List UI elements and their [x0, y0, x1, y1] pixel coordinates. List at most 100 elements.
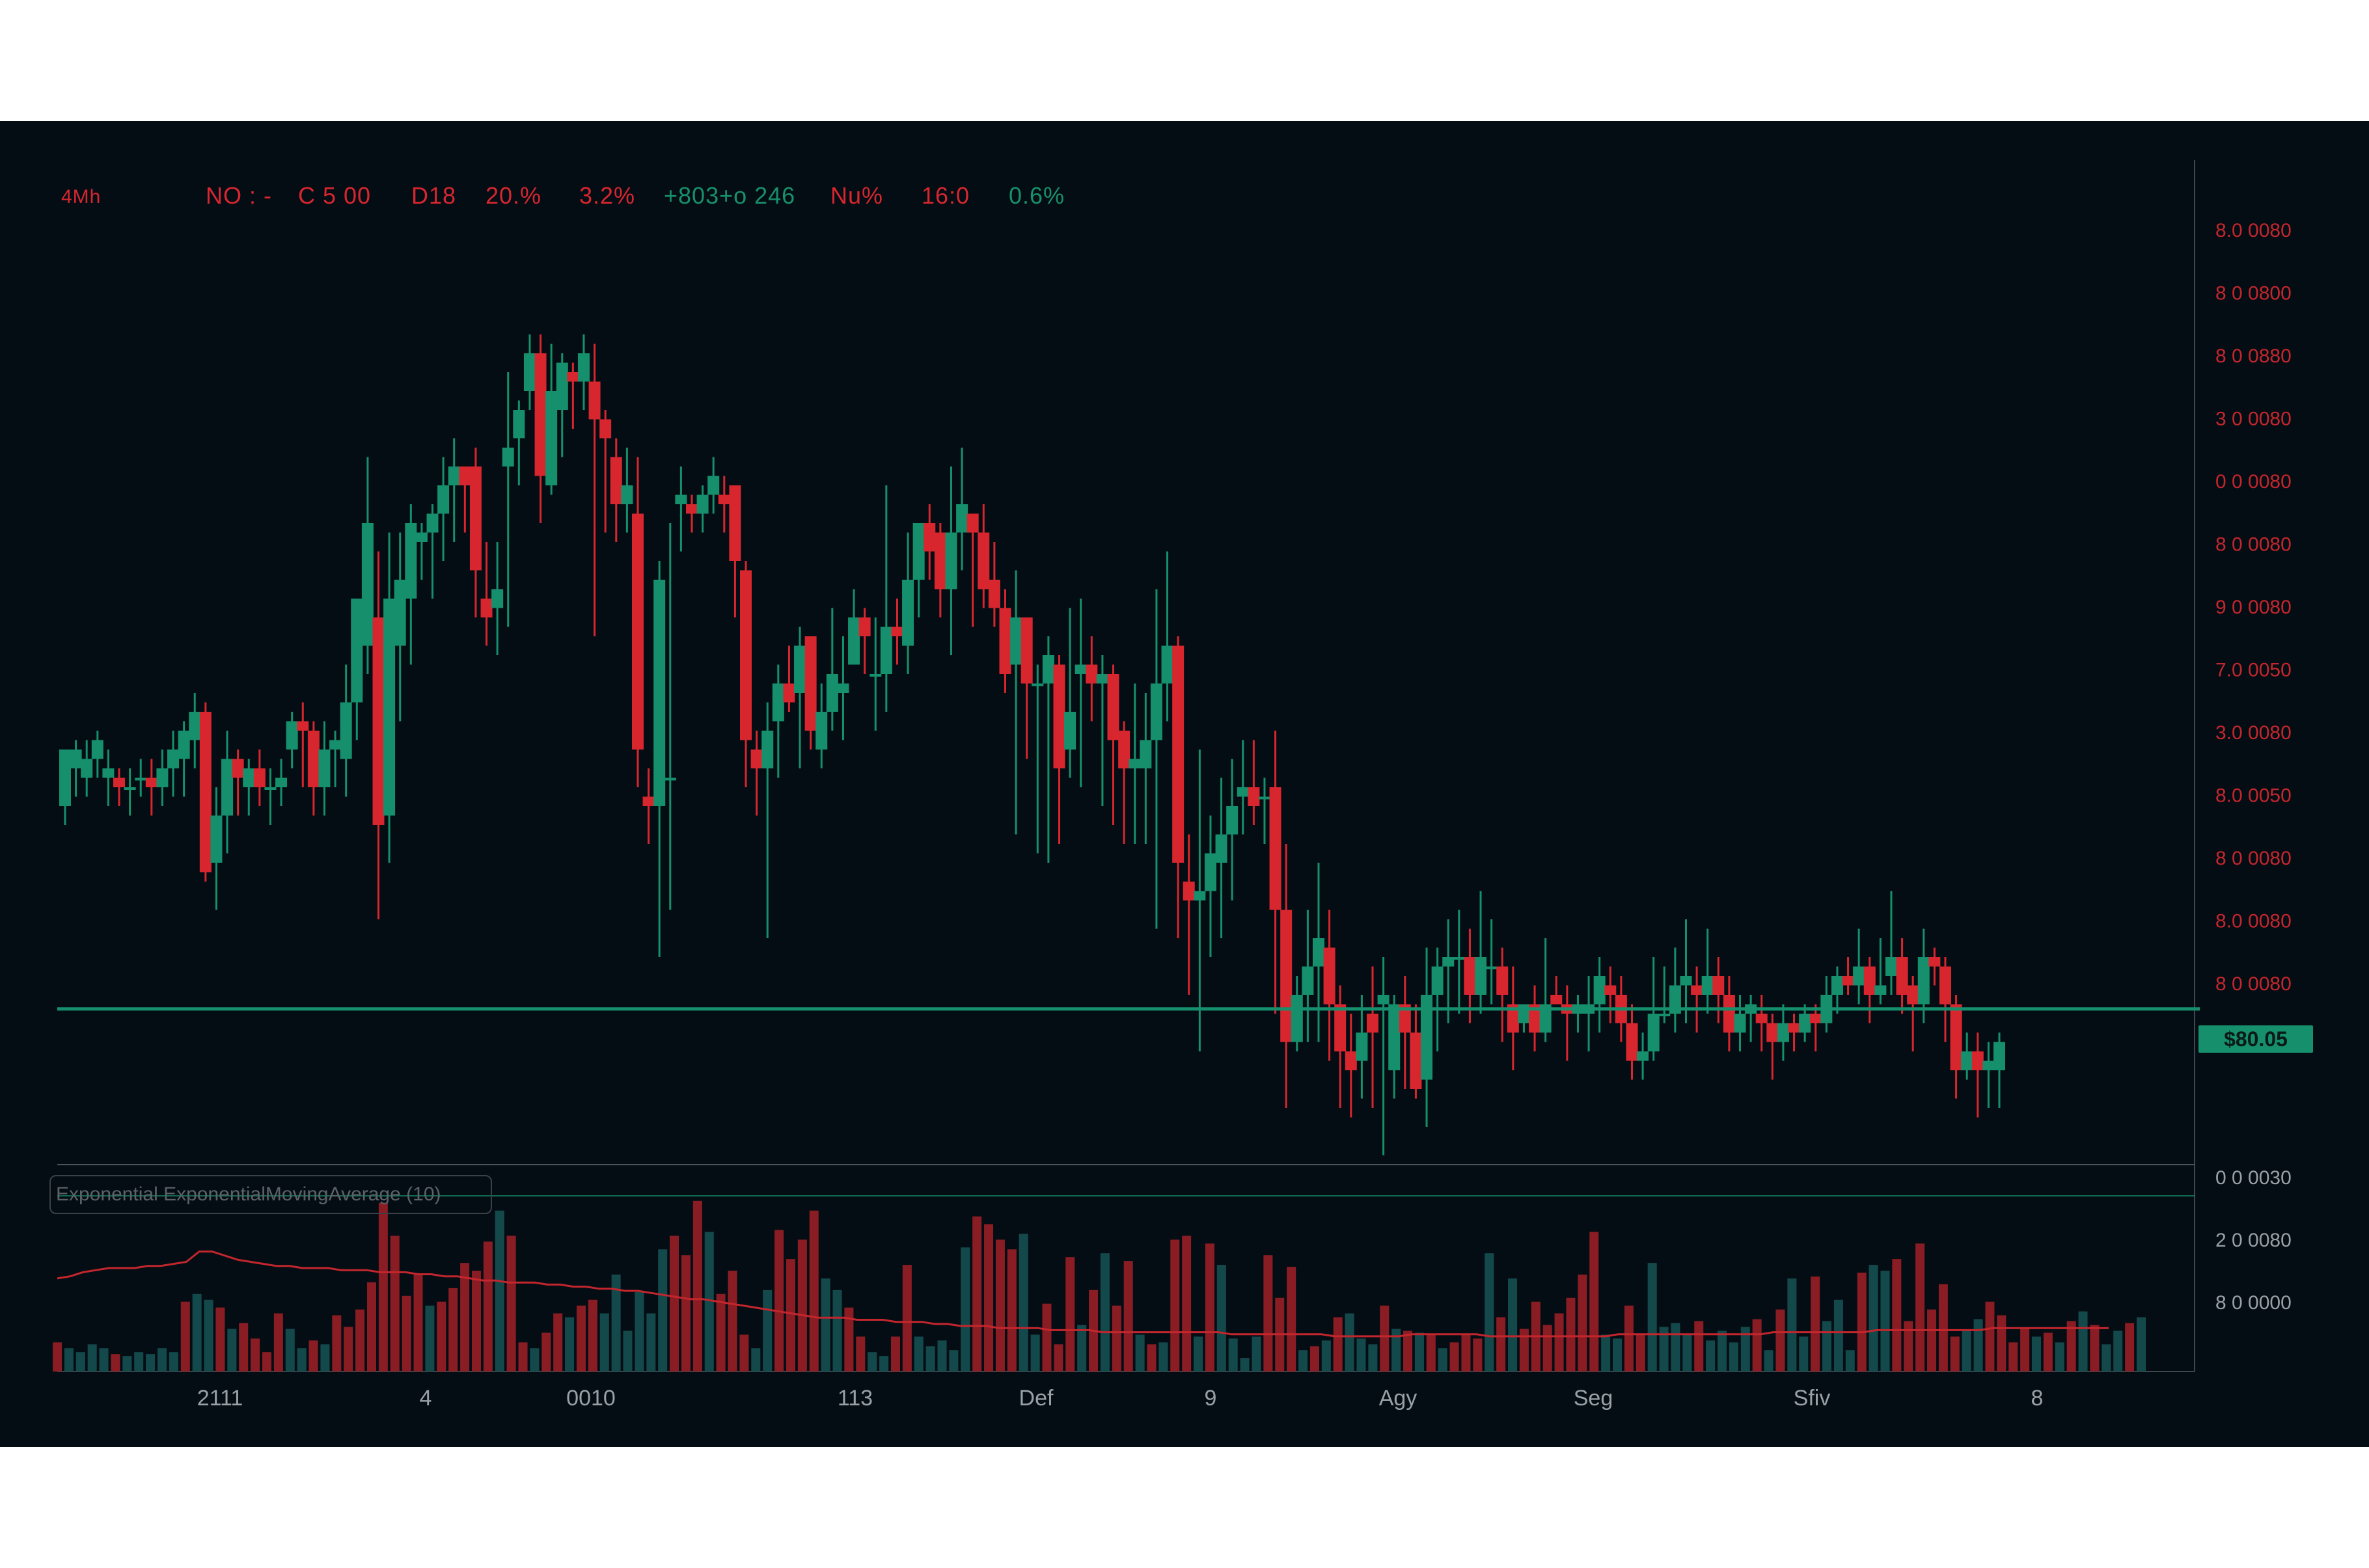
volume-bar — [1263, 1255, 1273, 1372]
volume-bar — [1682, 1334, 1692, 1372]
candle-body — [1464, 957, 1476, 995]
volume-bar — [1438, 1348, 1447, 1372]
volume-bar — [355, 1309, 365, 1372]
candle-body — [459, 466, 471, 485]
candle-body — [588, 381, 601, 420]
volume-bar — [1775, 1309, 1785, 1372]
volume-bar — [1811, 1276, 1820, 1372]
candle-body — [1680, 976, 1692, 986]
candle-body — [513, 410, 525, 439]
volume-bar — [1403, 1331, 1413, 1372]
volume-axis-tick-label: 0 0 0030 — [2215, 1167, 2292, 1189]
candle-body — [1215, 834, 1227, 863]
candle-body — [1831, 976, 1843, 995]
candle-body — [59, 750, 71, 806]
y-axis-tick-label: 8.0 0080 — [2215, 911, 2292, 932]
candle-body — [156, 768, 169, 787]
header-field-1: C 5 00 — [298, 182, 372, 209]
candle-body — [675, 494, 687, 504]
candle-body — [307, 731, 320, 787]
candle-body — [113, 777, 126, 787]
volume-bar — [635, 1291, 644, 1372]
candle-body — [1896, 957, 1908, 995]
candle-body — [1529, 1004, 1541, 1033]
volume-bar — [1496, 1317, 1506, 1372]
candle-body — [556, 362, 568, 410]
candle-body — [221, 759, 234, 816]
candle-body — [1637, 1051, 1649, 1061]
y-axis-tick-label: 8 0 0080 — [2215, 973, 2292, 995]
candle-body — [1453, 957, 1465, 960]
candle-body — [837, 683, 849, 693]
volume-bar — [146, 1354, 156, 1372]
candle-body — [1421, 995, 1433, 1080]
candle-body — [1658, 1014, 1671, 1016]
volume-bar — [2078, 1311, 2088, 1372]
y-axis-tick-label: 3.0 0080 — [2215, 722, 2292, 744]
candle-body — [1928, 957, 1941, 967]
indicator-legend[interactable]: Exponential ExponentialMovingAverage (10… — [49, 1175, 492, 1214]
x-axis-tick-label: Def — [1019, 1386, 1054, 1411]
volume-bar — [366, 1282, 376, 1372]
volume-bar — [1391, 1329, 1401, 1372]
candle-body — [1312, 938, 1324, 967]
candle-body — [469, 466, 482, 571]
candle-body — [448, 466, 460, 485]
volume-bar — [227, 1329, 237, 1372]
y-axis-tick-label: 0 0 0080 — [2215, 471, 2292, 493]
candle-body — [750, 750, 763, 768]
volume-bar — [1694, 1321, 1704, 1372]
volume-bar — [1473, 1338, 1483, 1372]
candle-body — [1356, 1033, 1368, 1061]
volume-bar — [751, 1348, 761, 1372]
candle-body — [718, 494, 730, 504]
volume-bar — [902, 1265, 912, 1372]
candle-body — [351, 599, 363, 703]
volume-bar — [2125, 1323, 2135, 1372]
volume-bar — [1007, 1249, 1017, 1372]
candle-body — [178, 731, 190, 759]
volume-bar — [670, 1236, 679, 1372]
volume-bar — [1065, 1257, 1075, 1372]
y-axis-tick-label: 8 0 0880 — [2215, 345, 2292, 367]
candle-body — [1475, 957, 1487, 995]
header-field-7: 16:0 — [922, 182, 970, 209]
volume-bar — [530, 1348, 540, 1372]
volume-bar — [2032, 1336, 2042, 1372]
volume-bar — [1833, 1299, 1843, 1372]
candle-body — [275, 777, 288, 787]
candle-body — [696, 494, 709, 514]
candle-body — [1907, 985, 1919, 1005]
volume-bar — [1287, 1267, 1296, 1372]
volume-bar — [99, 1348, 109, 1372]
candle-body — [81, 759, 93, 778]
candle-body — [437, 485, 450, 514]
candle-body — [318, 750, 331, 787]
volume-bar — [972, 1216, 982, 1372]
candle-body — [480, 599, 493, 617]
candle-body — [523, 353, 536, 391]
volume-bar — [471, 1271, 481, 1372]
candle-body — [1496, 966, 1509, 995]
volume-bar — [1822, 1321, 1832, 1372]
volume-bar — [868, 1352, 877, 1372]
volume-bar — [949, 1350, 959, 1372]
volume-bar — [1112, 1305, 1121, 1372]
candle-body — [1323, 947, 1335, 1005]
candle-body — [1874, 985, 1887, 995]
candle-body — [1853, 966, 1865, 986]
volume-bar — [1880, 1271, 1890, 1372]
header-field-5: +803+o 246 — [664, 182, 796, 209]
candle-body — [1042, 655, 1054, 684]
volume-bar — [786, 1259, 795, 1372]
volume-bar — [1461, 1334, 1471, 1372]
volume-bar — [344, 1327, 353, 1372]
y-axis-tick-label: 8.0 0050 — [2215, 785, 2292, 807]
candle-body — [210, 815, 223, 863]
volume-bar — [437, 1301, 446, 1372]
header-field-6: Nu% — [830, 182, 884, 209]
x-axis-tick-label: 8 — [2031, 1386, 2044, 1411]
volume-bar — [599, 1313, 609, 1372]
volume-bar — [588, 1299, 597, 1372]
